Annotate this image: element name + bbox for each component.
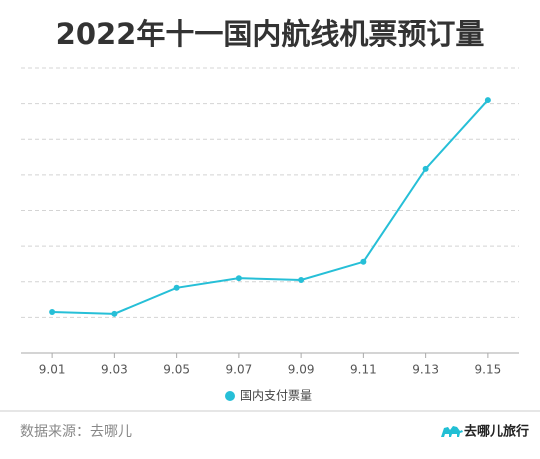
data-point [484,97,491,104]
data-point [360,258,367,265]
legend-label: 国内支付票量 [240,389,312,403]
chart-title: 2022年十一国内航线机票预订量 [56,17,485,51]
x-tick-label: 9.07 [226,363,253,377]
data-point [422,165,429,172]
x-tick-label: 9.15 [475,363,502,377]
data-point [173,284,180,291]
data-point [298,276,305,283]
logo-icon [441,426,463,437]
legend-marker [225,391,235,401]
x-tick-label: 9.11 [350,363,377,377]
x-tick-label: 9.01 [39,363,66,377]
data-point [235,275,242,282]
x-tick-label: 9.13 [412,363,439,377]
line-series [52,99,489,315]
source-note: 数据来源：去哪儿 [20,424,132,440]
logo-text: 去哪儿旅行 [464,424,529,440]
data-point [49,309,56,316]
x-tick-label: 9.05 [163,363,190,377]
x-tick-label: 9.09 [288,363,315,377]
data-point [111,310,118,317]
x-tick-label: 9.03 [101,363,128,377]
